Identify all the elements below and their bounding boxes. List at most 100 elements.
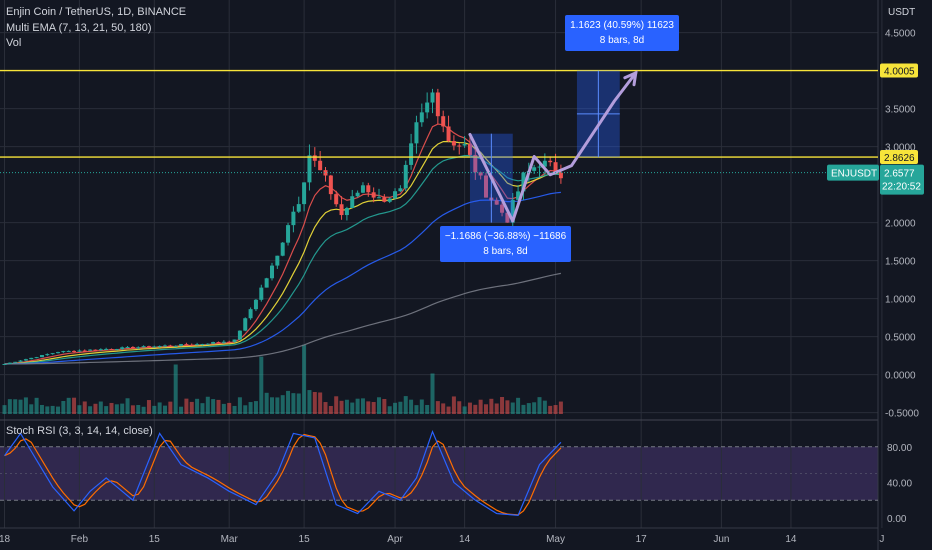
volume-bar [205, 396, 210, 414]
volume-bar [451, 396, 456, 414]
volume-bar [296, 393, 301, 414]
candle-body [50, 353, 55, 355]
candle-body [355, 192, 360, 197]
volume-bar [425, 404, 430, 414]
volume-bar [109, 402, 114, 414]
ema-7-line [4, 123, 562, 365]
volume-bar [478, 399, 483, 414]
volume-bar [441, 403, 446, 414]
candle-body [451, 141, 456, 146]
candle-body [339, 204, 344, 216]
volume-bar [29, 404, 34, 414]
candle-body [387, 198, 392, 202]
volume-bar [173, 364, 178, 414]
candle-body [366, 185, 371, 193]
candle-body [216, 342, 221, 344]
volume-bar [457, 401, 462, 414]
candle-body [425, 102, 430, 113]
measure-down-box[interactable]: −1.1686 (−36.88%) −11686 8 bars, 8d [440, 226, 571, 262]
candle-body [141, 346, 146, 348]
candle-body [13, 361, 18, 363]
volume-bar [104, 406, 109, 414]
candle-body [360, 185, 365, 193]
volume-bar [494, 403, 499, 414]
volume-bar [312, 392, 317, 414]
candle-body [409, 143, 414, 165]
volume-bar [66, 397, 71, 414]
volume-bar [500, 396, 505, 414]
time-tick-label: Mar [221, 534, 239, 545]
candle-body [291, 211, 296, 226]
projection-path[interactable] [468, 71, 638, 223]
volume-bar [323, 402, 328, 414]
candle-body [328, 175, 333, 195]
stoch-rsi-k-line [4, 429, 562, 516]
rsi-tick-label: 0.00 [887, 514, 907, 525]
candle-body [307, 155, 312, 183]
candle-body [72, 350, 77, 352]
volume-bar [184, 398, 189, 414]
candle-body [302, 182, 307, 205]
volume-bar [189, 401, 194, 414]
stoch-rsi-band [0, 446, 878, 501]
volume-bar [114, 404, 119, 414]
candle-body [237, 330, 242, 340]
volume-bar [318, 392, 323, 414]
measure-up-box[interactable]: 1.1623 (40.59%) 11623 8 bars, 8d [565, 15, 679, 51]
volume-bar [61, 400, 66, 414]
candle-body [446, 126, 451, 142]
stoch-rsi-label[interactable]: Stoch RSI (3, 3, 14, 14, close) [6, 425, 153, 437]
candle-body [88, 349, 93, 351]
volume-bar [334, 396, 339, 414]
volume-bar [489, 398, 494, 414]
price-tick-label: 0.5000 [885, 333, 916, 344]
candle-body [430, 92, 435, 103]
ema-indicator-label[interactable]: Multi EMA (7, 13, 21, 50, 180) [6, 22, 152, 34]
volume-bar [157, 402, 162, 414]
candle-body [377, 197, 381, 199]
volume-bar [259, 356, 264, 414]
volume-bar [505, 400, 510, 414]
candle-body [280, 242, 285, 256]
time-tick-label: 14 [785, 534, 797, 545]
candle-body [125, 346, 130, 348]
candle-body [232, 339, 237, 342]
stoch-rsi-d-line [4, 433, 562, 516]
volume-bar [414, 405, 419, 414]
volume-bar [360, 398, 365, 414]
candle-body [473, 154, 478, 173]
price-tick-label: 1.5000 [885, 257, 916, 268]
volume-bar [403, 396, 408, 414]
level-price-tag[interactable] [880, 63, 918, 78]
candle-body [120, 347, 125, 350]
volume-bar [387, 406, 392, 414]
volume-bar [136, 405, 141, 414]
time-tick-label: Jun [713, 534, 729, 545]
volume-bar [398, 401, 403, 414]
symbol-tag[interactable] [827, 164, 879, 181]
price-tick-label: -0.5000 [885, 409, 919, 420]
last-price-text: 2.6577 [884, 169, 915, 180]
candle-body [510, 199, 515, 223]
volume-bar [146, 400, 151, 414]
volume-bar [179, 406, 184, 414]
candle-body [82, 350, 87, 352]
candle-body [179, 344, 184, 346]
price-tick-label: 3.0000 [885, 143, 916, 154]
volume-bar [371, 402, 376, 414]
volume-bar [23, 397, 28, 414]
price-tick-label: 2.0000 [885, 219, 916, 230]
candle-body [537, 166, 542, 168]
candle-body [104, 348, 109, 350]
candle-body [371, 192, 376, 198]
volume-bar [248, 402, 253, 414]
symbol-title[interactable]: Enjin Coin / TetherUS, 1D, BINANCE [6, 6, 187, 18]
level-price-tag[interactable] [880, 150, 918, 165]
time-tick-label: Feb [71, 534, 89, 545]
volume-bar [377, 397, 381, 414]
candle-body [93, 349, 98, 351]
candle-body [264, 278, 269, 288]
volume-indicator-label[interactable]: Vol [6, 37, 22, 49]
last-price-tag[interactable] [880, 164, 924, 195]
